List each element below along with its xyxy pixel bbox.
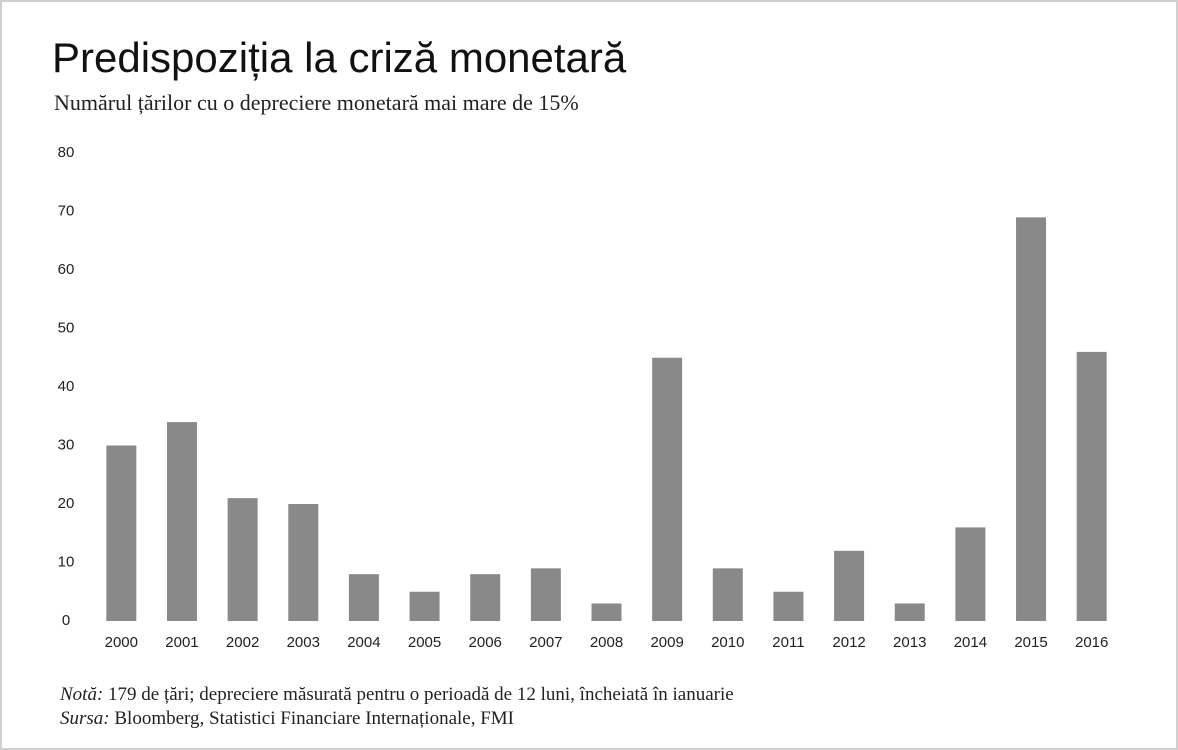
source: Sursa: Bloomberg, Statistici Financiare …: [60, 708, 514, 729]
y-tick-label: 80: [58, 144, 75, 161]
x-tick-label: 2012: [832, 634, 865, 651]
bar: [166, 422, 197, 621]
bar: [470, 574, 501, 621]
y-tick-label: 10: [58, 553, 75, 570]
x-tick-label: 2005: [408, 634, 441, 651]
x-tick-label: 2009: [650, 634, 683, 651]
chart-subtitle: Numărul țărilor cu o depreciere monetară…: [54, 90, 579, 115]
x-tick-label: 2010: [711, 634, 744, 651]
y-tick-label: 0: [62, 612, 70, 629]
x-tick-label: 2014: [954, 634, 987, 651]
bar: [591, 603, 622, 621]
bar: [652, 357, 683, 621]
x-tick-label: 2002: [226, 634, 259, 651]
x-tick-label: 2000: [105, 634, 138, 651]
x-tick-label: 2015: [1014, 634, 1047, 651]
x-tick-label: 2013: [893, 634, 926, 651]
source-text: Bloomberg, Statistici Financiare Interna…: [114, 708, 514, 729]
y-tick-label: 60: [58, 261, 75, 278]
note-text: 179 de țări; depreciere măsurată pentru …: [108, 684, 734, 705]
bar: [955, 527, 986, 621]
bar: [530, 568, 561, 621]
note-label: Notă:: [59, 684, 103, 705]
x-tick-label: 2003: [287, 634, 320, 651]
x-tick-label: 2006: [469, 634, 502, 651]
bar: [773, 591, 804, 621]
bar: [712, 568, 743, 621]
chart-title: Predispoziția la criză monetară: [52, 34, 627, 81]
note: Notă: 179 de țări; depreciere măsurată p…: [59, 684, 734, 705]
x-tick-label: 2004: [347, 634, 380, 651]
bar: [1076, 351, 1107, 621]
y-tick-label: 30: [58, 436, 75, 453]
bar: [106, 445, 137, 621]
y-tick-label: 20: [58, 495, 75, 512]
y-tick-label: 70: [58, 202, 75, 219]
bar: [288, 504, 319, 621]
x-tick-label: 2011: [772, 634, 804, 651]
bar: [894, 603, 925, 621]
bar: [834, 550, 865, 621]
bar: [1016, 217, 1047, 621]
x-tick-label: 2008: [590, 634, 623, 651]
y-tick-label: 50: [58, 319, 75, 336]
bar: [227, 498, 258, 621]
source-label: Sursa:: [60, 708, 110, 729]
bar: [409, 591, 440, 621]
bar: [348, 574, 379, 621]
y-tick-label: 40: [58, 378, 75, 395]
x-tick-label: 2016: [1075, 634, 1108, 651]
x-tick-label: 2001: [165, 634, 198, 651]
x-tick-label: 2007: [529, 634, 562, 651]
